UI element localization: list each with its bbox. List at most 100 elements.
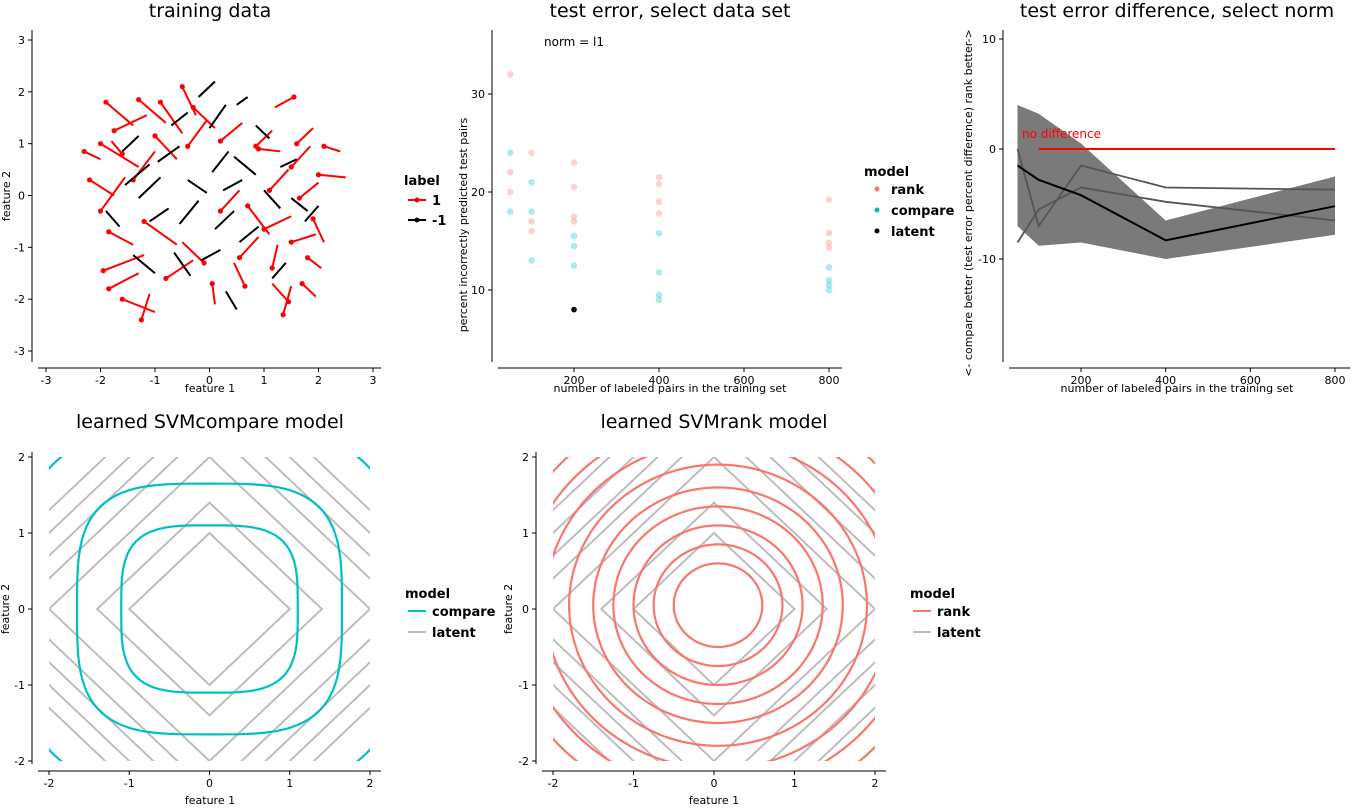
norm-annotation: norm = l1 — [544, 35, 604, 49]
pair-negative-46 — [124, 163, 151, 186]
pair-positive-3 — [113, 114, 148, 132]
pair-negative-48 — [148, 207, 170, 223]
pair-positive-9 — [137, 98, 167, 124]
pair-positive-end-44 — [299, 281, 305, 287]
pair-positive-end-22 — [242, 283, 248, 289]
pair-positive-end-3 — [111, 128, 117, 134]
pair-positive-11 — [154, 135, 178, 160]
difference-title: test error difference, select norm — [1020, 0, 1334, 22]
svm-rank-ytick-label: 1 — [522, 527, 529, 540]
pair-positive-39 — [323, 145, 341, 153]
difference-xtick-label: 600 — [1240, 374, 1261, 387]
pair-negative-68 — [279, 158, 298, 168]
svm-compare-model-contour-1 — [76, 482, 343, 736]
training-xtick-label: 0 — [206, 374, 213, 387]
pair-negative-69 — [224, 290, 238, 311]
svm-compare-latent-contour-5 — [49, 457, 370, 761]
test-error-y-label: percent incorrectly predicted test pairs — [457, 117, 470, 332]
legend-dot-latent — [874, 228, 880, 234]
difference-ytick-label: -10 — [978, 253, 996, 266]
pair-positive-end-1 — [87, 177, 93, 183]
pair-positive-end-17 — [185, 143, 191, 149]
svm-compare-model-contour-0 — [120, 524, 299, 694]
svm-rank-model-contour-1 — [652, 543, 784, 668]
point-rank-10 — [655, 174, 663, 181]
pair-positive-37 — [312, 218, 325, 243]
point-compare-2 — [528, 178, 535, 186]
pair-positive-24 — [258, 147, 281, 153]
svm-rank-xtick-label: -1 — [628, 777, 639, 790]
pair-positive-end-9 — [136, 97, 142, 103]
pair-negative-59 — [200, 249, 221, 262]
svm-compare-xtick-label: -2 — [44, 777, 55, 790]
legend-dot-label-neg1 — [414, 217, 420, 223]
pair-positive-end-18 — [201, 260, 207, 266]
training-x-label: feature 1 — [185, 382, 235, 395]
difference-band — [1017, 105, 1335, 259]
legend-dot-label-1 — [414, 197, 420, 203]
pair-positive-15 — [181, 86, 197, 116]
svm-compare-latent-contour-2 — [49, 457, 370, 761]
pair-negative-50 — [157, 145, 181, 163]
svm-compare-ytick-label: 2 — [18, 451, 25, 464]
difference-xtick-label: 800 — [1325, 374, 1346, 387]
svm-rank-model-contour-2 — [632, 524, 804, 687]
svm-rank-latent-contour-3 — [553, 457, 875, 761]
pair-positive-2 — [105, 101, 134, 127]
pair-positive-end-5 — [100, 268, 106, 274]
training-x-ticks: -3 -2 -1 0 1 2 3 — [41, 368, 377, 387]
point-compare-1 — [506, 208, 514, 215]
point-compare-11 — [655, 296, 663, 304]
pair-positive-5 — [102, 254, 145, 272]
pair-negative-70 — [105, 210, 121, 228]
pair-positive-end-33 — [294, 141, 300, 147]
svm-rank-xtick-label: 1 — [791, 777, 798, 790]
pair-positive-end-19 — [209, 281, 215, 287]
training-ytick-label: 2 — [18, 86, 25, 99]
pair-positive-end-10 — [157, 99, 164, 105]
pair-positive-28 — [271, 244, 279, 269]
panel-difference: test error difference, select norm 200 40… — [962, 0, 1350, 395]
point-compare-3 — [528, 208, 535, 215]
pair-negative-52 — [187, 179, 208, 194]
test-error-xtick-label: 400 — [649, 374, 670, 387]
pair-positive-end-28 — [269, 265, 275, 271]
difference-xtick-label: 200 — [1071, 374, 1092, 387]
training-ytick-label: -3 — [14, 345, 25, 358]
point-rank-12 — [655, 198, 663, 206]
svm-compare-y-label: feature 2 — [0, 584, 12, 634]
pair-positive-21 — [238, 236, 260, 259]
pair-positive-end-39 — [321, 143, 327, 149]
svm-rank-model-contour-3 — [612, 505, 824, 706]
point-rank-3 — [528, 149, 535, 157]
pair-positive-38 — [318, 173, 346, 179]
pair-positive-end-29 — [280, 312, 286, 318]
test-error-title: test error, select data set — [550, 0, 791, 22]
pair-positive-end-4 — [97, 208, 104, 214]
test-error-legend: model rank compare latent — [864, 165, 955, 240]
pair-positive-end-15 — [179, 84, 185, 90]
pair-positive-end-25 — [253, 143, 259, 149]
panel-test-error: test error, select data set 200 400 600 800… — [457, 0, 955, 395]
training-ytick-label: 1 — [18, 138, 25, 151]
svm-rank-model-contour-4 — [592, 486, 844, 725]
svm-rank-ytick-label: -1 — [518, 679, 529, 692]
pair-positive-44 — [301, 282, 317, 298]
panel-training-data: training data -3 -2 -1 0 1 2 3 -3 -2 -1 0 1 2 3 feat… — [0, 0, 446, 395]
pair-positive-7 — [121, 298, 156, 314]
svm-compare-x-ticks: -2 -1 0 1 2 — [44, 771, 374, 790]
pair-negative-56 — [208, 104, 227, 129]
pair-negative-58 — [214, 210, 235, 230]
pair-positive-18 — [181, 241, 205, 264]
svm-rank-legend: model rank latent — [910, 587, 981, 641]
test-error-ytick-label: 30 — [471, 88, 485, 101]
pair-positive-0 — [99, 142, 140, 168]
training-xtick-label: 1 — [261, 374, 268, 387]
pair-positive-32 — [274, 96, 295, 109]
svm-compare-latent-contour-0 — [127, 531, 292, 687]
point-compare-9 — [655, 269, 663, 276]
svm-compare-ytick-label: 0 — [18, 603, 25, 616]
point-rank-15 — [825, 229, 833, 237]
test-error-y-ticks: 10 20 30 — [471, 88, 492, 297]
pair-negative-55 — [197, 80, 216, 98]
